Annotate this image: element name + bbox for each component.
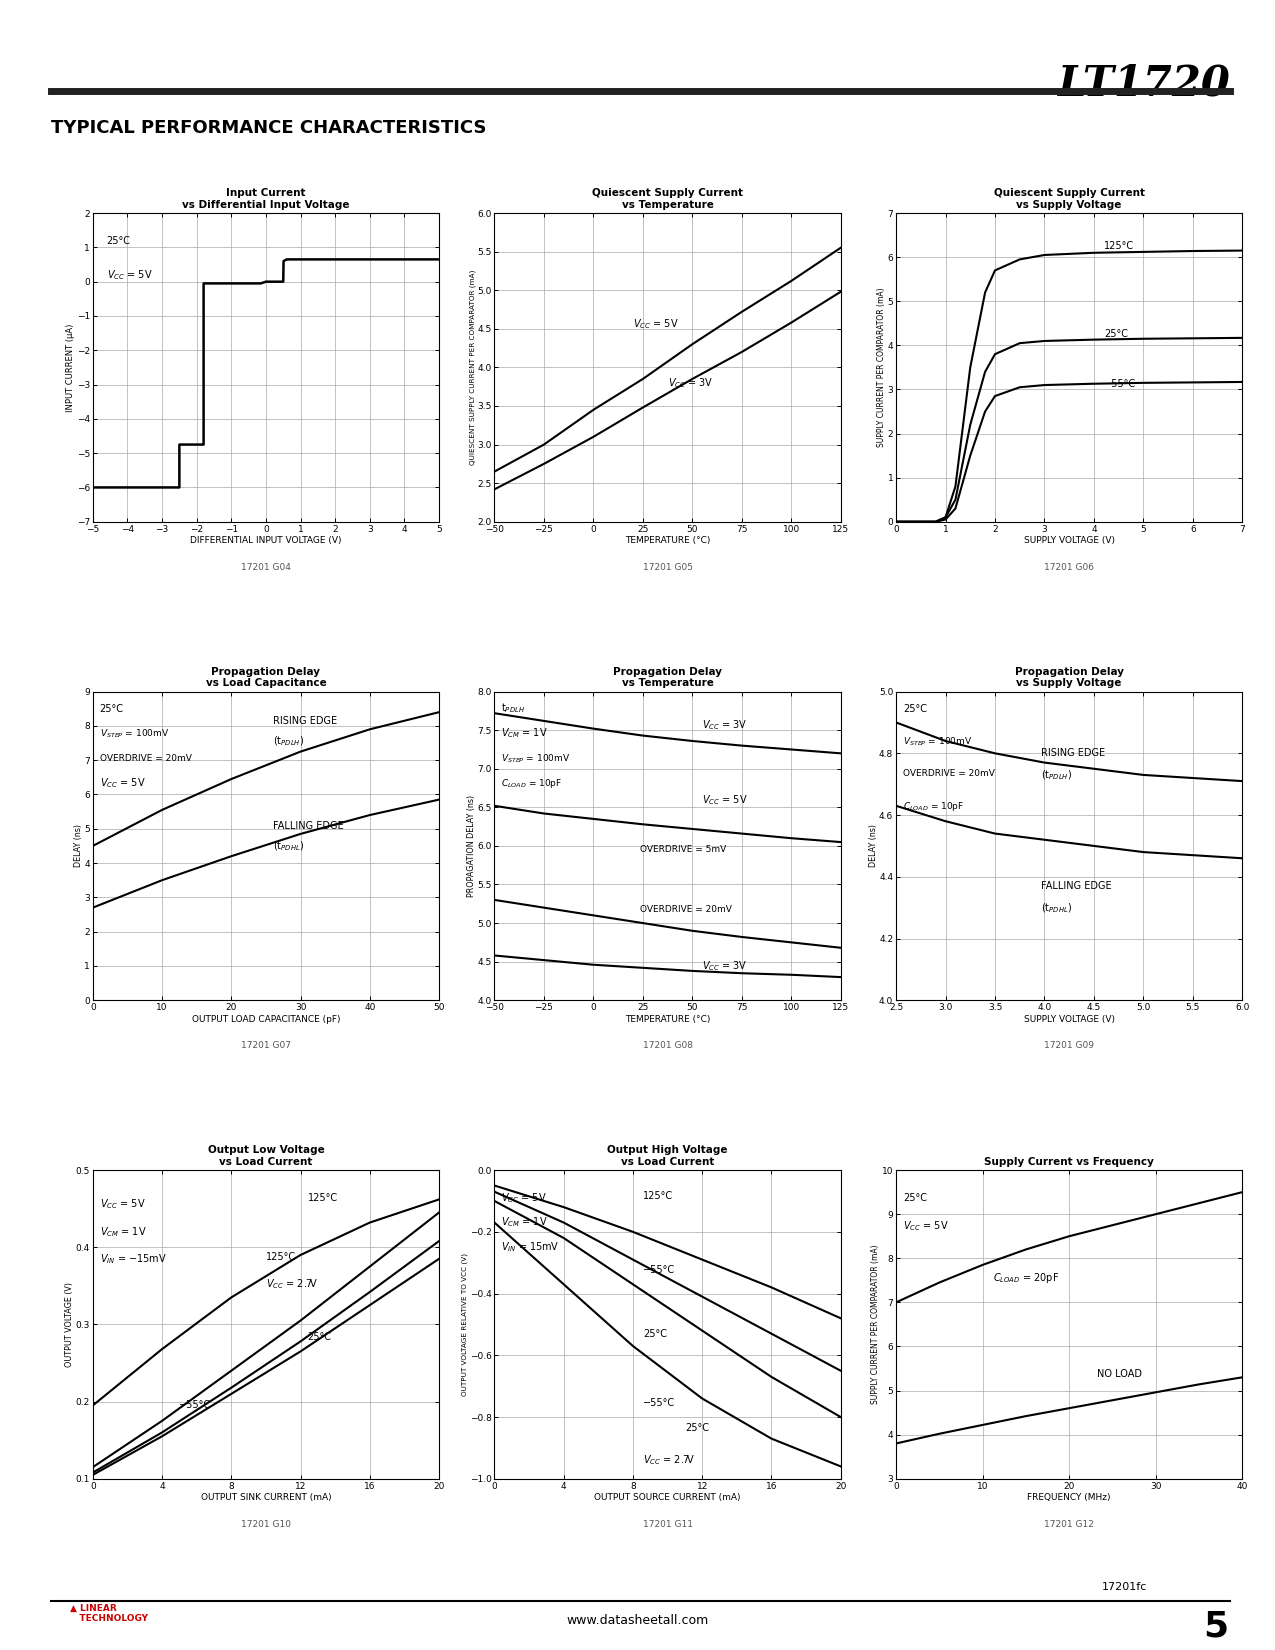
Text: 25°C: 25°C [903,1193,927,1203]
Text: RISING EDGE: RISING EDGE [273,716,337,726]
X-axis label: SUPPLY VOLTAGE (V): SUPPLY VOLTAGE (V) [1024,1015,1114,1023]
Text: 25°C: 25°C [903,703,927,714]
X-axis label: OUTPUT LOAD CAPACITANCE (pF): OUTPUT LOAD CAPACITANCE (pF) [191,1015,340,1023]
Text: 25°C: 25°C [107,236,130,246]
Text: 25°C: 25°C [99,703,124,714]
Text: 17201 G06: 17201 G06 [1044,563,1094,573]
Text: Propagation Delay
vs Load Capacitance: Propagation Delay vs Load Capacitance [205,667,326,688]
Text: (t$_{PDLH}$): (t$_{PDLH}$) [273,734,305,747]
Text: Quiescent Supply Current
vs Supply Voltage: Quiescent Supply Current vs Supply Volta… [993,188,1145,210]
Text: $V_{CC}$ = 3V: $V_{CC}$ = 3V [703,959,747,974]
Text: $C_{LOAD}$ = 20pF: $C_{LOAD}$ = 20pF [993,1270,1060,1285]
Text: FALLING EDGE: FALLING EDGE [273,822,343,832]
Y-axis label: INPUT CURRENT (μA): INPUT CURRENT (μA) [66,323,75,411]
Text: $C_{LOAD}$ = 10pF: $C_{LOAD}$ = 10pF [903,800,964,813]
Text: −55°C: −55°C [644,1266,676,1275]
Y-axis label: DELAY (ns): DELAY (ns) [868,825,877,868]
Text: $V_{STEP}$ = 100mV: $V_{STEP}$ = 100mV [501,752,571,764]
Text: 17201 G07: 17201 G07 [241,1041,291,1051]
Text: $V_{STEP}$ = 100mV: $V_{STEP}$ = 100mV [903,734,973,747]
Text: $V_{CC}$ = 5V: $V_{CC}$ = 5V [632,317,678,332]
Text: $V_{STEP}$ = 100mV: $V_{STEP}$ = 100mV [99,728,170,739]
X-axis label: TEMPERATURE (°C): TEMPERATURE (°C) [625,1015,710,1023]
Text: Propagation Delay
vs Supply Voltage: Propagation Delay vs Supply Voltage [1015,667,1123,688]
Text: 17201 G11: 17201 G11 [643,1520,692,1530]
Text: $C_{LOAD}$ = 10pF: $C_{LOAD}$ = 10pF [501,777,562,790]
Text: 17201 G04: 17201 G04 [241,563,291,573]
X-axis label: FREQUENCY (MHz): FREQUENCY (MHz) [1028,1493,1111,1502]
Text: Output Low Voltage
vs Load Current: Output Low Voltage vs Load Current [208,1145,324,1167]
Text: 17201 G12: 17201 G12 [1044,1520,1094,1530]
Text: 25°C: 25°C [307,1332,332,1341]
Y-axis label: QUIESCENT SUPPLY CURRENT PER COMPARATOR (mA): QUIESCENT SUPPLY CURRENT PER COMPARATOR … [469,269,476,465]
Text: 125°C: 125°C [307,1193,338,1203]
Text: −55°C: −55°C [1104,380,1136,389]
Text: −55°C: −55°C [180,1399,212,1409]
Text: 17201 G05: 17201 G05 [643,563,692,573]
Text: (t$_{PDHL}$): (t$_{PDHL}$) [273,840,305,853]
Text: (t$_{PDHL}$): (t$_{PDHL}$) [1042,901,1072,914]
Text: 17201 G09: 17201 G09 [1044,1041,1094,1051]
Text: $V_{CC}$ = 5V: $V_{CC}$ = 5V [703,792,748,807]
Text: $V_{CM}$ = 1V: $V_{CM}$ = 1V [501,1216,548,1229]
Y-axis label: OUTPUT VOLTAGE (V): OUTPUT VOLTAGE (V) [65,1282,74,1366]
Text: OVERDRIVE = 20mV: OVERDRIVE = 20mV [903,769,994,779]
Text: −55°C: −55°C [644,1398,676,1407]
Text: OVERDRIVE = 20mV: OVERDRIVE = 20mV [99,754,191,762]
Text: $V_{CC}$ = 5V: $V_{CC}$ = 5V [903,1219,949,1233]
Text: 125°C: 125°C [1104,241,1133,251]
Text: TYPICAL PERFORMANCE CHARACTERISTICS: TYPICAL PERFORMANCE CHARACTERISTICS [51,119,487,137]
Text: 5: 5 [1202,1610,1228,1643]
Text: OVERDRIVE = 20mV: OVERDRIVE = 20mV [640,906,732,914]
Text: $V_{IN}$ = −15mV: $V_{IN}$ = −15mV [99,1252,166,1267]
Text: $V_{CC}$ = 2.7V: $V_{CC}$ = 2.7V [644,1454,696,1467]
Text: 25°C: 25°C [644,1328,667,1338]
Text: $V_{CC}$ = 3V: $V_{CC}$ = 3V [703,719,747,733]
Y-axis label: SUPPLY CURRENT PER COMPARATOR (mA): SUPPLY CURRENT PER COMPARATOR (mA) [877,287,886,447]
Text: 17201 G08: 17201 G08 [643,1041,692,1051]
Text: $V_{CC}$ = 5V: $V_{CC}$ = 5V [99,1198,145,1211]
Text: t$_{PDLH}$: t$_{PDLH}$ [501,701,525,716]
Text: 125°C: 125°C [644,1191,673,1201]
Text: $V_{CC}$ = 3V: $V_{CC}$ = 3V [668,376,713,389]
Text: Output High Voltage
vs Load Current: Output High Voltage vs Load Current [607,1145,728,1167]
Text: NO LOAD: NO LOAD [1096,1370,1142,1379]
Text: 17201 G10: 17201 G10 [241,1520,291,1530]
Text: RISING EDGE: RISING EDGE [1042,749,1105,759]
Text: $V_{CC}$ = 2.7V: $V_{CC}$ = 2.7V [266,1277,319,1292]
Text: 25°C: 25°C [685,1422,709,1432]
Text: 25°C: 25°C [1104,328,1128,338]
Y-axis label: SUPPLY CURRENT PER COMPARATOR (mA): SUPPLY CURRENT PER COMPARATOR (mA) [871,1244,881,1404]
Text: Supply Current vs Frequency: Supply Current vs Frequency [984,1157,1154,1167]
Text: (t$_{PDLH}$): (t$_{PDLH}$) [1042,769,1072,782]
X-axis label: TEMPERATURE (°C): TEMPERATURE (°C) [625,536,710,544]
Y-axis label: OUTPUT VOLTAGE RELATIVE TO VCC (V): OUTPUT VOLTAGE RELATIVE TO VCC (V) [462,1252,468,1396]
Text: Quiescent Supply Current
vs Temperature: Quiescent Supply Current vs Temperature [592,188,743,210]
Text: Propagation Delay
vs Temperature: Propagation Delay vs Temperature [613,667,722,688]
Text: ▲ LINEAR
   TECHNOLOGY: ▲ LINEAR TECHNOLOGY [70,1604,148,1624]
Text: $V_{CC}$ = 5V: $V_{CC}$ = 5V [99,776,145,790]
Text: $V_{CC}$ = 5V: $V_{CC}$ = 5V [107,267,152,282]
Text: 125°C: 125°C [266,1252,296,1262]
Y-axis label: PROPAGATION DELAY (ns): PROPAGATION DELAY (ns) [467,795,476,898]
X-axis label: OUTPUT SOURCE CURRENT (mA): OUTPUT SOURCE CURRENT (mA) [594,1493,741,1502]
Text: www.datasheetall.com: www.datasheetall.com [566,1614,709,1627]
Text: $V_{CM}$ = 1V: $V_{CM}$ = 1V [99,1224,147,1239]
Y-axis label: DELAY (ns): DELAY (ns) [74,825,83,868]
Text: $V_{CC}$ = 5V: $V_{CC}$ = 5V [501,1191,547,1204]
X-axis label: DIFFERENTIAL INPUT VOLTAGE (V): DIFFERENTIAL INPUT VOLTAGE (V) [190,536,342,544]
X-axis label: OUTPUT SINK CURRENT (mA): OUTPUT SINK CURRENT (mA) [200,1493,332,1502]
Text: FALLING EDGE: FALLING EDGE [1042,881,1112,891]
Text: OVERDRIVE = 5mV: OVERDRIVE = 5mV [640,845,725,855]
Text: $V_{IN}$ = 15mV: $V_{IN}$ = 15mV [501,1241,560,1254]
Text: 17201fc: 17201fc [1102,1582,1148,1592]
X-axis label: SUPPLY VOLTAGE (V): SUPPLY VOLTAGE (V) [1024,536,1114,544]
Text: Input Current
vs Differential Input Voltage: Input Current vs Differential Input Volt… [182,188,349,210]
Text: $V_{CM}$ = 1V: $V_{CM}$ = 1V [501,726,548,741]
Text: LT1720: LT1720 [1057,63,1230,104]
